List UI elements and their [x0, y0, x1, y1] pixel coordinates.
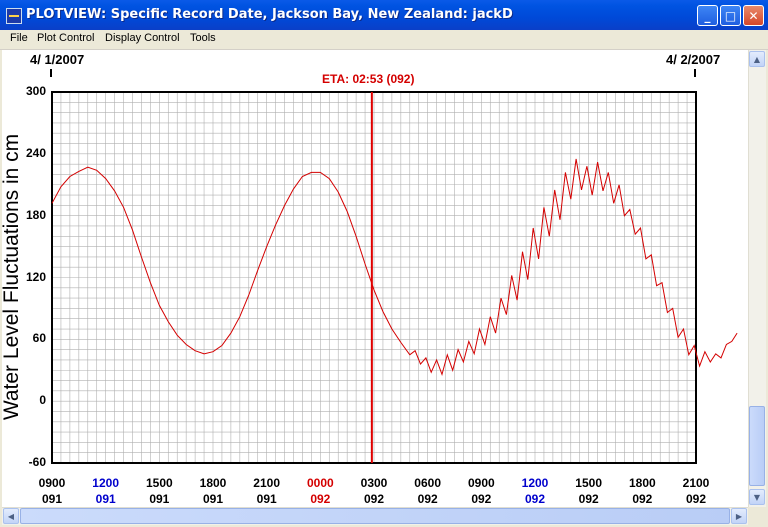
app-icon	[6, 8, 22, 24]
close-button[interactable]: ✕	[743, 5, 764, 26]
x-tick-label: 0000 092	[300, 475, 340, 507]
x-tick-time: 0900	[38, 476, 66, 490]
horizontal-scrollbar[interactable]: ◀ ▶	[2, 507, 748, 525]
y-tick-label: 240	[25, 145, 46, 160]
x-tick-label: 1800 092	[622, 475, 662, 507]
x-tick-label: 0300 092	[354, 475, 394, 507]
eta-label: ETA: 02:53 (092)	[322, 72, 415, 86]
x-tick-label: 0900 091	[32, 475, 72, 507]
y-tick-label: 120	[25, 269, 46, 284]
x-tick-label: 2100 092	[676, 475, 716, 507]
x-tick-time: 0900	[467, 476, 495, 490]
x-tick-time: 1200	[521, 476, 549, 490]
x-tick-label: 1500 091	[139, 475, 179, 507]
start-date-tick	[50, 69, 52, 77]
x-tick-label: 0900 092	[461, 475, 501, 507]
x-tick-day: 091	[256, 492, 277, 506]
x-tick-time: 0600	[414, 476, 441, 490]
chart-grid	[51, 91, 697, 464]
y-tick-label: 0	[39, 393, 46, 408]
x-tick-time: 0300	[360, 476, 388, 490]
menu-plot-control[interactable]: Plot Control	[37, 32, 95, 44]
x-tick-day: 092	[578, 492, 599, 506]
menu-display-control[interactable]: Display Control	[105, 32, 180, 44]
x-tick-time: 2100	[253, 476, 280, 490]
x-tick-day: 091	[202, 492, 224, 506]
x-tick-time: 1800	[199, 476, 227, 490]
scroll-up-arrow-icon[interactable]: ▲	[749, 51, 765, 67]
x-tick-day: 092	[632, 492, 653, 506]
start-date-label: 4/ 1/2007	[30, 52, 85, 67]
x-tick-day: 091	[149, 492, 170, 506]
x-tick-label: 1200 091	[86, 475, 126, 507]
x-tick-time: 1800	[628, 476, 656, 490]
scroll-down-arrow-icon[interactable]: ▼	[749, 489, 765, 505]
end-date-label: 4/ 2/2007	[666, 52, 721, 67]
y-tick-label: 180	[25, 207, 46, 222]
x-tick-label: 2100 091	[247, 475, 287, 507]
x-tick-label: 1200 092	[515, 475, 555, 507]
x-tick-time: 0000	[306, 476, 334, 490]
x-tick-time: 1200	[92, 476, 119, 490]
horizontal-scroll-thumb[interactable]	[20, 508, 730, 524]
plot-area	[2, 50, 748, 507]
x-tick-day: 092	[310, 492, 331, 506]
scroll-right-arrow-icon[interactable]: ▶	[731, 508, 747, 524]
chart-frame	[51, 91, 697, 464]
x-tick-label: 1500 092	[569, 475, 609, 507]
x-tick-day: 092	[685, 492, 707, 506]
x-tick-label: 1800 091	[193, 475, 233, 507]
x-tick-day: 092	[363, 492, 385, 506]
window-title: PLOTVIEW: Specific Record Date, Jackson …	[26, 7, 513, 22]
x-tick-label: 0600 092	[408, 475, 448, 507]
x-tick-day: 091	[95, 492, 116, 506]
x-tick-day: 091	[41, 492, 63, 506]
x-tick-day: 092	[471, 492, 492, 506]
menu-tools[interactable]: Tools	[190, 32, 216, 44]
vertical-scrollbar[interactable]: ▲ ▼	[748, 50, 766, 507]
vertical-scroll-thumb[interactable]	[749, 406, 765, 486]
y-tick-label: -60	[28, 455, 46, 469]
x-tick-day: 092	[417, 492, 438, 506]
x-tick-time: 1500	[575, 476, 602, 490]
end-date-tick	[694, 69, 696, 77]
x-tick-time: 1500	[145, 476, 173, 490]
water-level-series	[51, 158, 738, 377]
scroll-left-arrow-icon[interactable]: ◀	[3, 508, 19, 524]
menu-bar: File Plot Control Display Control Tools	[0, 30, 768, 50]
minimize-button[interactable]: _	[697, 5, 718, 26]
y-tick-label: 300	[25, 84, 46, 98]
y-tick-label: 60	[32, 331, 46, 346]
title-bar[interactable]: PLOTVIEW: Specific Record Date, Jackson …	[0, 0, 768, 30]
maximize-button[interactable]: □	[720, 5, 741, 26]
x-tick-day: 092	[524, 492, 546, 506]
menu-file[interactable]: File	[10, 32, 28, 44]
x-tick-time: 2100	[682, 476, 710, 490]
